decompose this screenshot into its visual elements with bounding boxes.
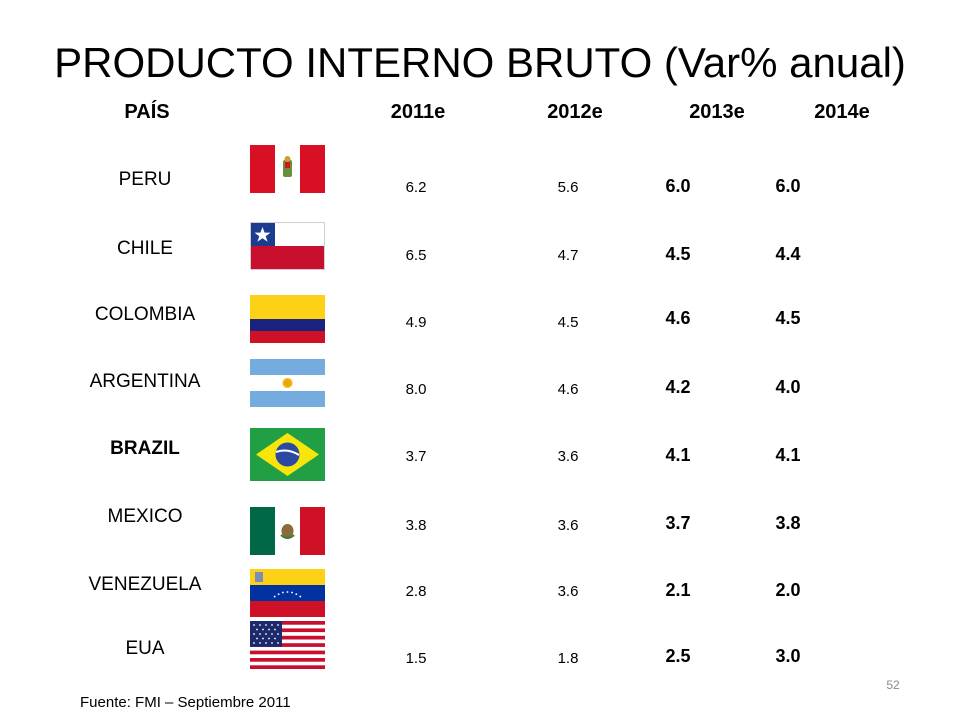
peru-flag-icon <box>250 145 325 193</box>
value-2014: 4.0 <box>775 377 801 397</box>
page-number: 52 <box>886 678 900 692</box>
value-2012: 3.6 <box>557 448 579 465</box>
value-2013: 4.5 <box>665 244 691 264</box>
value-2014: 4.1 <box>775 445 801 465</box>
value-2013: 6.0 <box>665 176 691 196</box>
value-2014: 4.4 <box>775 244 801 264</box>
slide-title: PRODUCTO INTERNO BRUTO (Var% anual) <box>54 39 906 86</box>
chile-flag-icon <box>250 222 325 270</box>
value-2011: 4.9 <box>405 314 427 331</box>
header-2014: 2014e <box>814 101 870 123</box>
value-2013: 4.6 <box>665 308 691 328</box>
table-row: COLOMBIA 4.9 4.5 4.6 4.5 <box>0 295 960 355</box>
value-2012: 5.6 <box>557 179 579 196</box>
value-2012: 4.7 <box>557 247 579 264</box>
value-2012: 4.6 <box>557 381 579 398</box>
country-name: PERU <box>118 169 172 190</box>
country-name: BRAZIL <box>110 438 180 459</box>
value-2013: 4.1 <box>665 445 691 465</box>
source-note: Fuente: FMI – Septiembre 2011 <box>80 694 291 711</box>
value-2012: 4.5 <box>557 314 579 331</box>
value-2012: 1.8 <box>557 650 579 667</box>
value-2011: 6.5 <box>405 247 427 264</box>
value-2011: 3.8 <box>405 517 427 534</box>
table-row: VENEZUELA 2.8 3.6 2.1 2.0 <box>0 569 960 629</box>
value-2011: 2.8 <box>405 583 427 600</box>
value-2013: 3.7 <box>665 513 691 533</box>
value-2013: 4.2 <box>665 377 691 397</box>
brazil-flag-icon <box>250 428 325 481</box>
table-row: PERU 6.2 5.6 6.0 6.0 <box>0 145 960 205</box>
usa-flag-icon <box>250 621 325 669</box>
value-2013: 2.1 <box>665 580 691 600</box>
header-2012: 2012e <box>547 101 603 123</box>
country-name: EUA <box>125 638 165 659</box>
venezuela-flag-icon <box>250 569 325 617</box>
country-name: VENEZUELA <box>88 574 202 595</box>
value-2014: 4.5 <box>775 308 801 328</box>
table-row: MEXICO 3.8 3.6 3.7 3.8 <box>0 505 960 565</box>
country-name: ARGENTINA <box>89 371 201 392</box>
value-2011: 8.0 <box>405 381 427 398</box>
value-2012: 3.6 <box>557 583 579 600</box>
country-name: MEXICO <box>107 506 183 527</box>
table-row: EUA 1.5 1.8 2.5 3.0 <box>0 621 960 681</box>
colombia-flag-icon <box>250 295 325 343</box>
country-name: CHILE <box>117 238 173 259</box>
value-2012: 3.6 <box>557 517 579 534</box>
country-name: COLOMBIA <box>94 304 196 325</box>
value-2011: 3.7 <box>405 448 427 465</box>
value-2014: 3.0 <box>775 646 801 666</box>
table-row: ARGENTINA 8.0 4.6 4.2 4.0 <box>0 359 960 419</box>
value-2011: 1.5 <box>405 650 427 667</box>
table-row: CHILE 6.5 4.7 4.5 4.4 <box>0 222 960 282</box>
mexico-flag-icon <box>250 507 325 555</box>
header-country: PAÍS <box>124 101 170 123</box>
header-2013: 2013e <box>689 101 745 123</box>
value-2013: 2.5 <box>665 646 691 666</box>
argentina-flag-icon <box>250 359 325 407</box>
value-2011: 6.2 <box>405 179 427 196</box>
value-2014: 6.0 <box>775 176 801 196</box>
table-row: BRAZIL 3.7 3.6 4.1 4.1 <box>0 428 960 488</box>
value-2014: 3.8 <box>775 513 801 533</box>
value-2014: 2.0 <box>775 580 801 600</box>
header-2011: 2011e <box>390 101 446 123</box>
